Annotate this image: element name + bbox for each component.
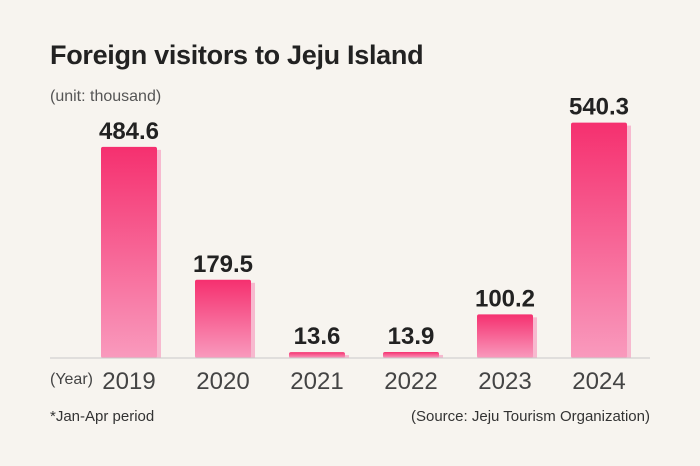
- x-tick-label-2021: 2021: [290, 368, 343, 395]
- x-tick-label-2024: 2024: [572, 368, 625, 395]
- value-label-2022: 13.9: [388, 323, 435, 350]
- value-label-2019: 484.6: [99, 118, 159, 145]
- x-tick-label-2022: 2022: [384, 368, 437, 395]
- value-label-2023: 100.2: [475, 285, 535, 312]
- chart-title: Foreign visitors to Jeju Island: [50, 40, 424, 70]
- value-label-2024: 540.3: [569, 94, 629, 121]
- bar-2022: [383, 351, 439, 358]
- bar-2020: [195, 279, 251, 358]
- value-label-2020: 179.5: [193, 251, 253, 278]
- bar-2023: [477, 314, 533, 358]
- bar-2024: [571, 122, 627, 358]
- x-tick-label-2019: 2019: [102, 368, 155, 395]
- bar-2019: [101, 146, 157, 358]
- x-tick-label-2020: 2020: [196, 368, 249, 395]
- footnote: *Jan-Apr period: [50, 408, 155, 425]
- bar-2021: [289, 352, 345, 358]
- x-axis-title: (Year): [50, 371, 93, 388]
- x-tick-label-2023: 2023: [478, 368, 531, 395]
- value-label-2021: 13.6: [294, 323, 341, 350]
- source-note: (Source: Jeju Tourism Organization): [411, 408, 650, 425]
- unit-label: (unit: thousand): [50, 88, 162, 105]
